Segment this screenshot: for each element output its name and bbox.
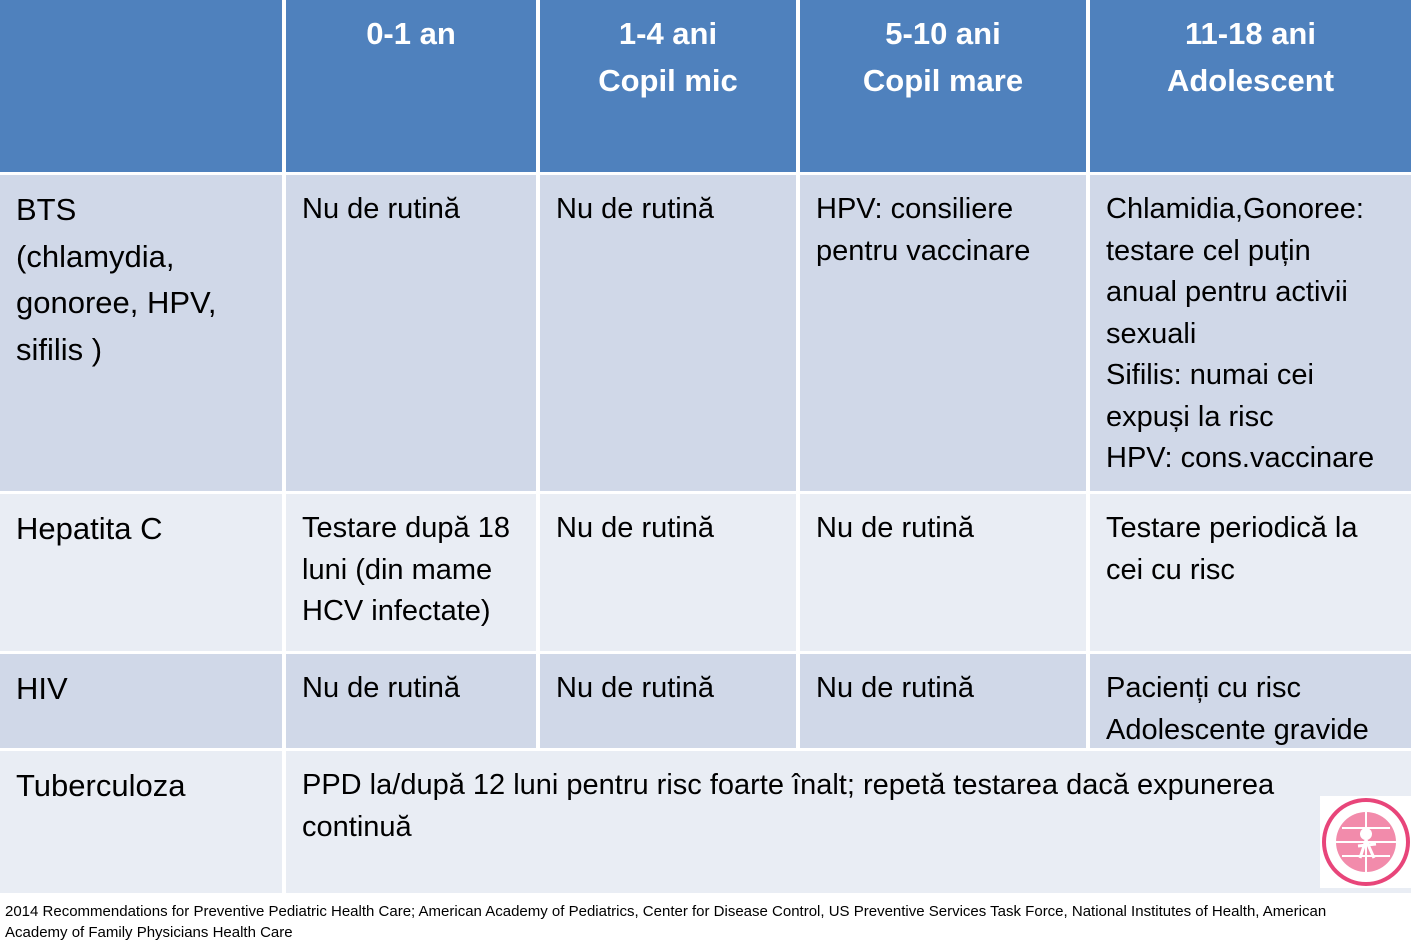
cell-text: Sifilis: numai cei <box>1106 359 1314 391</box>
cell-text: HIV <box>16 671 68 706</box>
cell-text: (chlamydia, <box>16 238 175 274</box>
cell-text: HPV: cons.vaccinare <box>1106 442 1375 474</box>
cell-text: Pacienți cu risc <box>1106 672 1302 704</box>
cell-text: Hepatita C <box>16 511 163 546</box>
table-cell <box>0 0 282 172</box>
cell-text: pentru vaccinare <box>816 234 1031 267</box>
cell-text: expuși la risc <box>1106 400 1274 433</box>
table-cell: 11-18 ani Adolescent <box>1090 0 1411 172</box>
cell-text: gonoree, HPV, <box>16 285 217 320</box>
cell-text: HCV infectate) <box>302 595 491 627</box>
table-cell: 0-1 an <box>286 0 536 172</box>
table-cell: Testare periodică la cei cu risc <box>1090 494 1411 651</box>
cell-text: 5-10 ani <box>885 16 1001 51</box>
table-cell: Nu de rutină <box>540 494 796 651</box>
table-cell: Nu de rutină <box>286 654 536 748</box>
table-cell: 1-4 ani Copil mic <box>540 0 796 172</box>
cell-text: Copil mare <box>862 63 1024 98</box>
logo <box>1320 796 1412 888</box>
cell-text: sexuali <box>1106 317 1197 350</box>
cell-text: Testare periodică la <box>1106 512 1358 544</box>
cell-text: Tuberculoza <box>16 768 186 803</box>
cell-text: Copil mic <box>598 63 738 98</box>
footer: 2014 Recommendations for Preventive Pedi… <box>5 901 1326 943</box>
table-cell: HPV: consiliere pentru vaccinare <box>800 175 1086 491</box>
cell-text: testare cel puțin <box>1106 234 1311 267</box>
cell-text: Nu de rutină <box>816 672 974 704</box>
cell-text: continuă <box>302 810 412 843</box>
footer-text: Academy of Family Physicians Health Care <box>5 924 293 941</box>
cell-text: BTS <box>16 192 77 227</box>
cell-text: cei cu risc <box>1106 553 1235 586</box>
cell-text: Nu de rutină <box>556 193 714 225</box>
table-cell: HIV <box>0 654 282 748</box>
table-cell: Pacienți cu risc Adolescente gravide <box>1090 654 1411 748</box>
cell-text: Nu de rutină <box>556 512 714 544</box>
cell-text: luni (din mame <box>302 553 493 586</box>
table-cell: Hepatita C <box>0 494 282 651</box>
cell-text: Nu de rutină <box>302 672 460 704</box>
cell-text: Adolescent <box>1166 63 1335 98</box>
table-cell: Nu de rutină <box>286 175 536 491</box>
cell-text: Nu de rutină <box>302 193 460 225</box>
table-cell: Chlamidia,Gonoree: testare cel puțin anual… <box>1090 175 1411 491</box>
cell-text: HPV: consiliere <box>816 193 1014 225</box>
cell-text: sifilis ) <box>16 331 103 367</box>
table-cell: Nu de rutină <box>800 494 1086 651</box>
cell-text: Nu de rutină <box>556 672 714 704</box>
cell-text: Nu de rutină <box>816 512 974 544</box>
cell-text: PPD la/după 12 luni pentru risc foarte î… <box>302 769 1275 801</box>
cell-text: anual pentru activii <box>1106 276 1348 308</box>
footer-text: 2014 Recommendations for Preventive Pedi… <box>5 903 1327 920</box>
table-cell: Testare după 18 luni (din mame HCV infecta… <box>286 494 536 651</box>
table-cell: Nu de rutină <box>800 654 1086 748</box>
table-cell: 5-10 ani Copil mare <box>800 0 1086 172</box>
cell-text: Testare după 18 <box>302 512 510 544</box>
cell-text: 1-4 ani <box>618 16 718 51</box>
table-cell: Nu de rutină <box>540 175 796 491</box>
table-cell: Nu de rutină <box>540 654 796 748</box>
cell-text: 0-1 an <box>366 16 456 51</box>
table-cell: BTS (chlamydia, gonoree, HPV, sifilis ) <box>0 175 282 491</box>
cell-text: 11-18 ani <box>1185 16 1316 51</box>
table-cell: PPD la/după 12 luni pentru risc foarte î… <box>286 751 1411 893</box>
table-cell: Tuberculoza <box>0 751 282 893</box>
cell-text: Chlamidia,Gonoree: <box>1106 193 1364 225</box>
cell-text: Adolescente gravide <box>1106 713 1369 746</box>
